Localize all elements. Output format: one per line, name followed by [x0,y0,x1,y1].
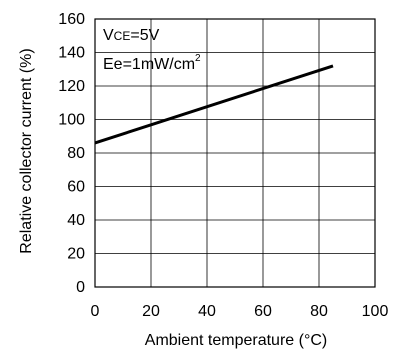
x-axis-title: Ambient temperature (°C) [145,332,327,349]
series-line [94,64,334,145]
vce-v: V [103,27,114,44]
x-tick-labels: 0 20 40 60 80 100 [91,303,389,320]
y-axis-title: Relative collector current (%) [18,48,35,253]
y-tick-label: 60 [67,179,85,196]
x-tick-label: 0 [91,303,100,320]
y-tick-label: 160 [58,11,85,28]
vce-subscript: CE [114,29,131,43]
x-tick-label: 20 [142,303,160,320]
y-tick-label: 40 [67,212,85,229]
plot-frame [94,18,376,288]
x-tick-label: 60 [254,303,272,320]
ee-annotation: Ee=1mW/cm2 [103,53,201,73]
x-tick-label: 40 [198,303,216,320]
vce-value: =5V [130,27,159,44]
y-tick-labels: 0 20 40 60 80 100 120 140 160 [58,11,85,296]
y-tick-label: 100 [58,112,85,129]
y-tick-label: 120 [58,78,85,95]
x-tick-label: 80 [310,303,328,320]
vce-annotation: VCE=5V [103,27,160,44]
series-layer [94,64,334,145]
y-tick-label: 80 [67,145,85,162]
y-tick-label: 140 [58,45,85,62]
y-tick-label: 20 [67,246,85,263]
x-tick-label: 100 [362,303,389,320]
ee-superscript: 2 [195,53,201,64]
ee-value: Ee=1mW/cm [103,56,195,73]
y-tick-label: 0 [76,279,85,296]
